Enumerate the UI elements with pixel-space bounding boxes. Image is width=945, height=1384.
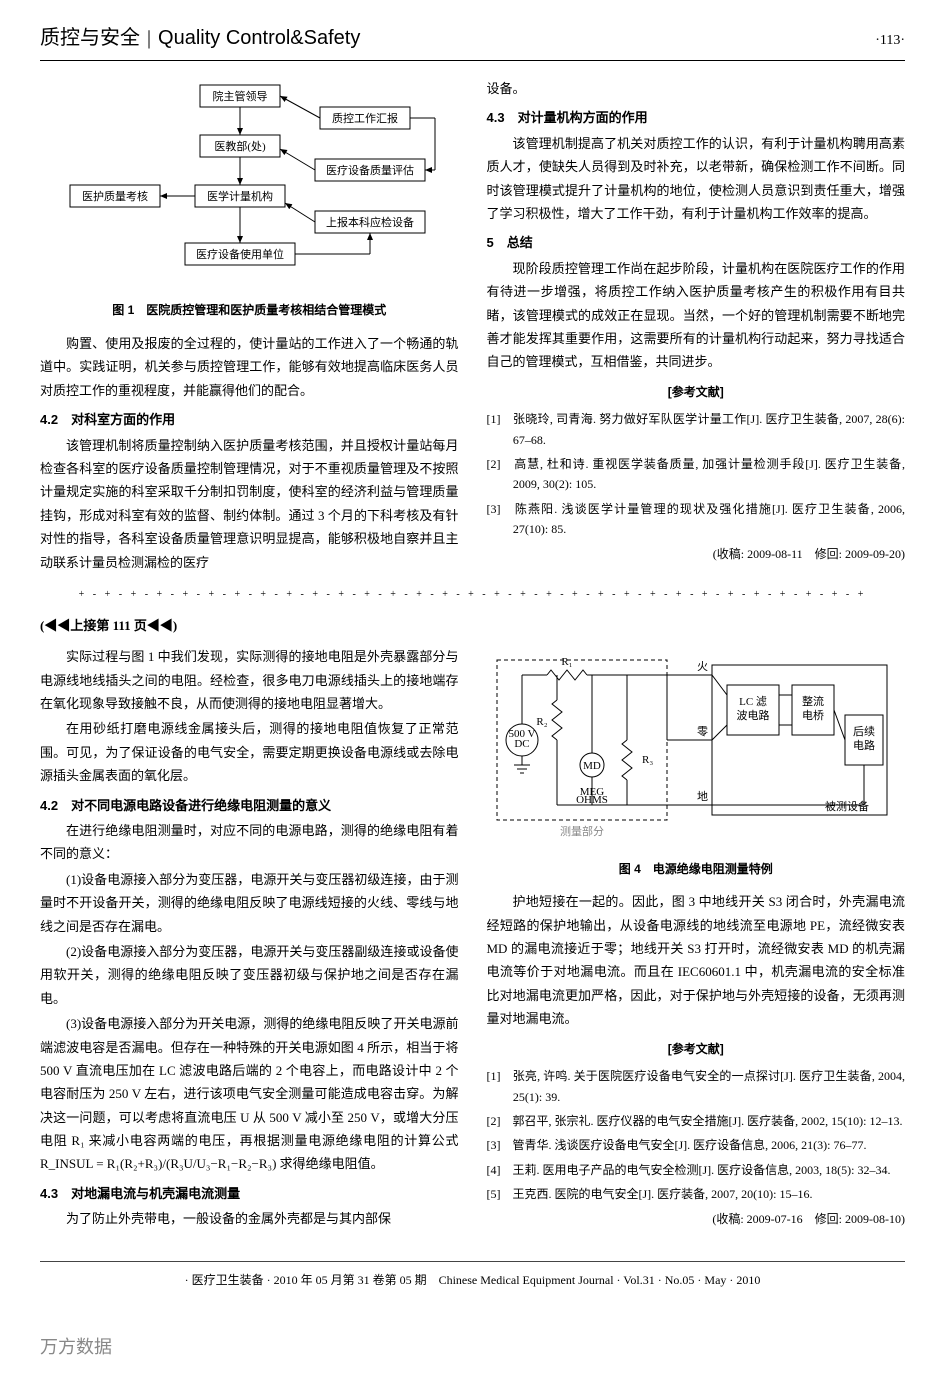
fig4-rect1: 整流	[802, 694, 824, 708]
lower-s42-p1: 在进行绝缘电阻测量时，对应不同的电源电路，测得的绝缘电阻有着不同的意义：	[40, 819, 459, 866]
lower-intro-1: 实际过程与图 1 中我们发现，实际测得的接地电阻是外壳暴露部分与电源线地线插头之…	[40, 645, 459, 715]
fig4-md: MD	[583, 760, 601, 772]
fig4-post2: 电路	[853, 739, 875, 752]
fig4-r3: R₃	[642, 754, 653, 766]
lower-ref-5: [5] 王克西. 医院的电气安全[J]. 医疗装备, 2007, 20(10):…	[487, 1184, 906, 1204]
lower-intro-2: 在用砂纸打磨电源线金属接头后，测得的接地电阻值恢复了正常范围。可见，为了保证设备…	[40, 717, 459, 787]
lower-s43-p1: 为了防止外壳带电，一般设备的金属外壳都是与其内部保	[40, 1207, 459, 1230]
lower-ref-1: [1] 张亮, 许鸣. 关于医院医疗设备电气安全的一点探讨[J]. 医疗卫生装备…	[487, 1066, 906, 1107]
page-number: ·113·	[875, 28, 905, 53]
figure-4-caption: 图 4 电源绝缘电阻测量特例	[487, 859, 906, 881]
fig4-ground: 地	[697, 790, 708, 803]
upper-left-para-1: 购置、使用及报废的全过程的，使计量站的工作进入了一个畅通的轨道中。实践证明，机关…	[40, 332, 459, 402]
lower-ref-2: [2] 郭召平, 张宗礼. 医疗仪器的电气安全措施[J]. 医疗装备, 2002…	[487, 1111, 906, 1131]
lower-right-cont-1: 护地短接在一起的。因此，图 3 中地线开关 S3 闭合时，外壳漏电流经短路的保护…	[487, 890, 906, 1030]
upper-s42-title: 4.2 对科室方面的作用	[40, 408, 459, 431]
lower-refs-header: [参考文献]	[487, 1039, 906, 1061]
watermark: 万方数据	[40, 1331, 905, 1363]
upper-refs-header: [参考文献]	[487, 382, 906, 404]
lower-left-column: 实际过程与图 1 中我们发现，实际测得的接地电阻是外壳暴露部分与电源线地线插头之…	[40, 645, 459, 1232]
fig1-n4: 医疗设备质量评估	[326, 163, 414, 177]
upper-right-first: 设备。	[487, 77, 906, 100]
lower-ref-4: [4] 王莉. 医用电子产品的电气安全检测[J]. 医疗设备信息, 2003, …	[487, 1160, 906, 1180]
upper-s42-para-1: 该管理机制将质量控制纳入医护质量考核范围，并且授权计量站每月检查各科室的医疗设备…	[40, 434, 459, 574]
section-title: 质控与安全 | Quality Control&Safety	[40, 20, 360, 56]
upper-article: 院主管领导 质控工作汇报 医教部(处) 医疗设备质量评估 医护质量考核 医学计量…	[40, 77, 905, 576]
upper-s5-para-1: 现阶段质控管理工作尚在起步阶段，计量机构在医院医疗工作的作用有待进一步增强，将质…	[487, 257, 906, 374]
fig1-n8: 医疗设备使用单位	[196, 247, 284, 261]
fig1-n6: 医学计量机构	[207, 189, 273, 203]
fig1-n5: 医护质量考核	[82, 189, 148, 203]
lower-s42-p3: (2)设备电源接入部分为变压器，电源开关与变压器副级连接或设备使用软开关，测得的…	[40, 940, 459, 1010]
upper-ref-3: [3] 陈燕阳. 浅谈医学计量管理的现状及强化措施[J]. 医疗卫生装备, 20…	[487, 499, 906, 540]
lower-dates: (收稿: 2009-07-16 修回: 2009-08-10)	[487, 1209, 906, 1231]
lower-s42-title: 4.2 对不同电源电路设备进行绝缘电阻测量的意义	[40, 794, 459, 817]
section-title-en: Quality Control&Safety	[158, 27, 360, 49]
figure-1-flowchart: 院主管领导 质控工作汇报 医教部(处) 医疗设备质量评估 医护质量考核 医学计量…	[40, 77, 450, 287]
fig4-lc2: 波电路	[736, 709, 769, 722]
upper-left-column: 院主管领导 质控工作汇报 医教部(处) 医疗设备质量评估 医护质量考核 医学计量…	[40, 77, 459, 576]
upper-ref-2: [2] 高慧, 杜和诗. 重视医学装备质量, 加强计量检测手段[J]. 医疗卫生…	[487, 454, 906, 495]
page-header: 质控与安全 | Quality Control&Safety ·113·	[40, 20, 905, 61]
lower-s43-title: 4.3 对地漏电流与机壳漏电流测量	[40, 1182, 459, 1205]
fig1-n2: 质控工作汇报	[332, 111, 398, 125]
fig4-zero: 零	[697, 725, 708, 738]
upper-ref-1: [1] 张晓玲, 司青海. 努力做好军队医学计量工作[J]. 医疗卫生装备, 2…	[487, 409, 906, 450]
lower-right-column: 测量部分 被测设备 500 V DC R₁ R₂	[487, 645, 906, 1232]
continued-marker: (◀◀上接第 111 页◀◀)	[40, 614, 905, 637]
lower-article: 实际过程与图 1 中我们发现，实际测得的接地电阻是外壳暴露部分与电源线地线插头之…	[40, 645, 905, 1232]
fig4-post1: 后续	[853, 724, 875, 738]
fig4-fire: 火	[697, 661, 708, 673]
fig1-n3: 医教部(处)	[214, 139, 266, 153]
figure-4-circuit: 测量部分 被测设备 500 V DC R₁ R₂	[487, 645, 897, 845]
fig4-r2: R₂	[536, 716, 547, 728]
fig1-n7: 上报本科应检设备	[326, 215, 414, 229]
fig4-rect2: 电桥	[802, 709, 824, 722]
lower-ref-3: [3] 管青华. 浅谈医疗设备电气安全[J]. 医疗设备信息, 2006, 21…	[487, 1135, 906, 1155]
page-footer: · 医疗卫生装备 · 2010 年 05 月第 31 卷第 05 期 Chine…	[40, 1261, 905, 1292]
upper-s43-title: 4.3 对计量机构方面的作用	[487, 106, 906, 129]
fig4-dut: 被测设备	[825, 799, 869, 813]
fig4-r1: R₁	[561, 656, 572, 668]
upper-s43-para-1: 该管理机制提高了机关对质控工作的认识，有利于计量机构聘用高素质人才，使缺失人员得…	[487, 132, 906, 226]
figure-1-caption: 图 1 医院质控管理和医护质量考核相结合管理模式	[40, 300, 459, 322]
fig4-lc1: LC 滤	[739, 695, 767, 708]
fig4-tester: 测量部分	[560, 824, 604, 838]
section-title-cn: 质控与安全	[40, 27, 140, 49]
article-divider: + - + - + - + - + - + - + - + - + - + - …	[40, 586, 905, 604]
fig1-n1: 院主管领导	[213, 89, 268, 103]
upper-s5-title: 5 总结	[487, 231, 906, 254]
separator: |	[147, 27, 151, 49]
upper-dates: (收稿: 2009-08-11 修回: 2009-09-20)	[487, 544, 906, 566]
lower-s42-p4: (3)设备电源接入部分为开关电源，测得的绝缘电阻反映了开关电源前端滤波电容是否漏…	[40, 1012, 459, 1176]
fig4-src2: DC	[514, 738, 529, 750]
fig4-ohms: OHMS	[576, 794, 608, 806]
upper-right-column: 设备。 4.3 对计量机构方面的作用 该管理机制提高了机关对质控工作的认识，有利…	[487, 77, 906, 576]
lower-s42-p2: (1)设备电源接入部分为变压器，电源开关与变压器初级连接，由于测量时不开设备开关…	[40, 868, 459, 938]
